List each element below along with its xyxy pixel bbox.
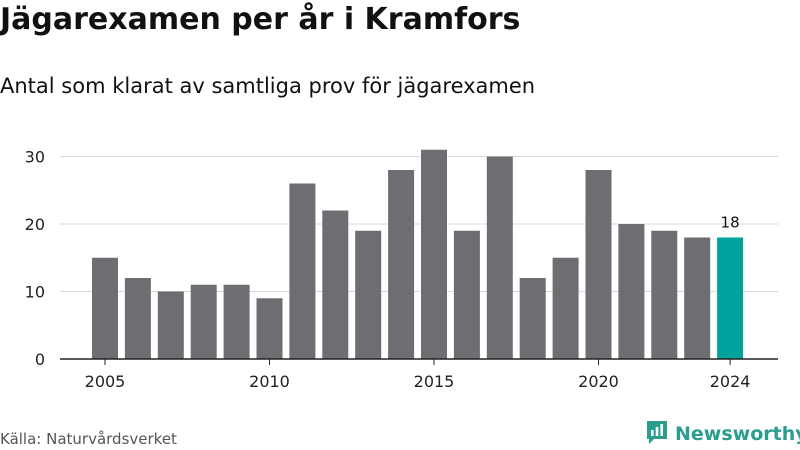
brand-name: Newsworthy (675, 423, 800, 445)
bar-2007 (157, 291, 184, 359)
bar-2021 (618, 224, 645, 359)
bar-2013 (355, 230, 382, 359)
bar-2018 (519, 278, 546, 359)
y-tick-label: 0 (35, 350, 45, 369)
source-note: Källa: Naturvårdsverket (0, 430, 177, 448)
brand-logo: Newsworthy (645, 420, 800, 448)
y-axis-ticks: 0 10 20 30 (25, 148, 45, 370)
newsworthy-logo-icon (645, 419, 669, 449)
chart-title: Jägarexamen per år i Kramfors (0, 2, 521, 37)
y-tick-label: 30 (25, 148, 45, 167)
bar-2014 (388, 170, 415, 359)
chart-subtitle: Antal som klarat av samtliga prov för jä… (0, 74, 536, 98)
bar-2022 (651, 230, 678, 359)
x-tick-label: 2024 (710, 372, 751, 391)
data-labels: 18 (721, 214, 740, 232)
bar-2017 (486, 156, 513, 359)
x-tick-label: 2015 (414, 372, 455, 391)
x-tick-label: 2020 (578, 372, 619, 391)
bar-2010 (256, 298, 283, 359)
bar-2005 (92, 257, 118, 359)
bar-2011 (289, 183, 316, 359)
bar-2020 (585, 170, 612, 359)
x-axis-ticks: 2005 2010 2015 2020 2024 (85, 359, 751, 391)
bars (92, 149, 744, 359)
bar-2023 (684, 237, 711, 359)
data-label-2024: 18 (721, 214, 740, 232)
bar-2019 (552, 257, 579, 359)
bar-2009 (223, 284, 250, 359)
bar-2016 (453, 230, 480, 359)
bar-2008 (190, 284, 217, 359)
bar-2006 (124, 278, 151, 359)
bar-2024 (717, 237, 744, 359)
x-tick-label: 2005 (85, 372, 126, 391)
y-tick-label: 20 (25, 215, 45, 234)
bar-chart: 0 10 20 30 2005 2010 2015 2020 2024 18 (25, 148, 778, 391)
x-tick-label: 2010 (249, 372, 290, 391)
y-tick-label: 10 (25, 283, 45, 302)
bar-2015 (421, 149, 447, 359)
bar-2012 (322, 210, 349, 359)
